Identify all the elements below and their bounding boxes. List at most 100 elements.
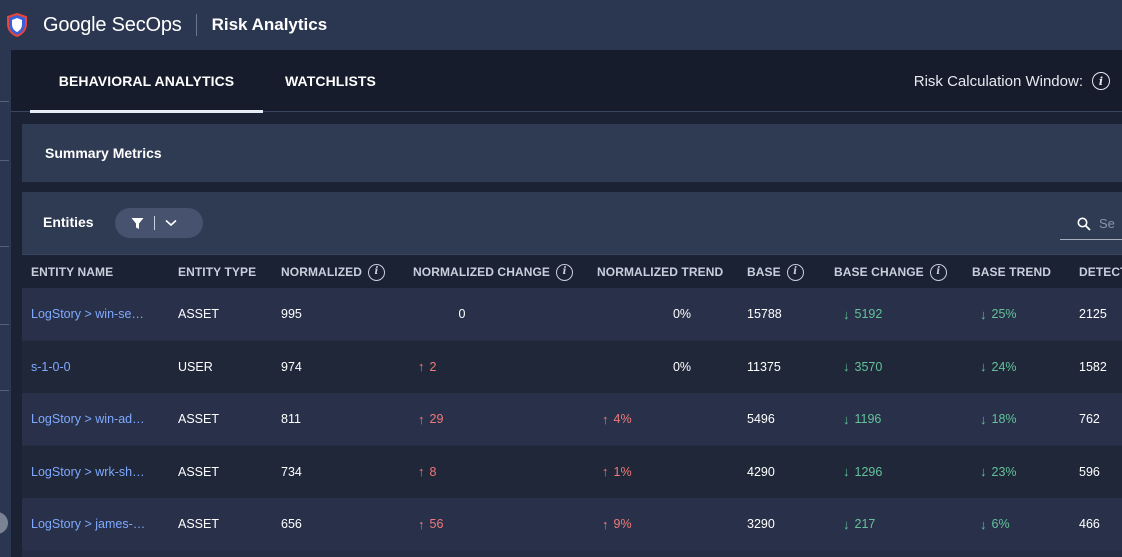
column-label: NORMALIZED CHANGE [413, 265, 551, 279]
table-row[interactable]: LogStory > win-se… ASSET 995 0 0% 15788 ↓ 5192 ↓… [22, 288, 1122, 340]
column-header-base-change[interactable]: BASE CHANGE i [834, 255, 947, 289]
summary-metrics-panel[interactable]: Summary Metrics [22, 124, 1122, 182]
top-bar: Google SecOps Risk Analytics [0, 0, 1122, 50]
base-change-cell: ↓ 3570 [843, 341, 882, 393]
cell-value: 0% [672, 307, 692, 321]
cell-value: 9% [613, 517, 632, 531]
cell-value: 18% [991, 412, 1017, 426]
cell-value: 656 [281, 517, 302, 531]
normalized-trend-cell: 0% [662, 288, 702, 340]
cell-value: 2 [429, 359, 437, 374]
risk-window-label: Risk Calculation Window: [913, 72, 1083, 90]
cell-value: 1196 [854, 412, 882, 426]
entity-type-cell: USER [178, 341, 213, 393]
arrow-up-icon: ↑ [602, 516, 609, 532]
normalized-trend-cell: ↑ 4% [602, 393, 632, 445]
cell-value: 1582 [1079, 359, 1107, 374]
info-icon[interactable]: i [1092, 72, 1110, 90]
normalized-change-cell: ↑ 2 [418, 341, 436, 393]
filter-button[interactable] [115, 208, 203, 238]
cell-value: 974 [281, 359, 302, 374]
left-nav-rail [0, 50, 11, 557]
detections-cell: 2125 [1079, 288, 1107, 340]
entity-name-link[interactable]: LogStory > win-se… [31, 288, 144, 340]
cell-value: 0% [672, 359, 692, 374]
entity-name-link[interactable]: LogStory > james-… [31, 498, 145, 550]
column-label: BASE [747, 265, 781, 279]
column-header-normalized-trend[interactable]: NORMALIZED TREND [597, 255, 723, 289]
cell-value: 466 [1079, 517, 1100, 531]
cell-value: 734 [281, 464, 302, 479]
column-header-base-trend[interactable]: BASE TREND [972, 255, 1051, 289]
cell-value: ASSET [178, 517, 219, 531]
risk-calculation-window[interactable]: Risk Calculation Window: i [914, 50, 1110, 112]
base-cell: 4290 [747, 446, 775, 498]
help-fab[interactable] [0, 512, 8, 534]
arrow-up-icon: ↑ [602, 464, 609, 479]
tab-label: WATCHLISTS [285, 73, 376, 89]
column-header-normalized-change[interactable]: NORMALIZED CHANGE i [413, 255, 574, 289]
table-row[interactable]: LogStory > james-… ASSET 656 ↑ 56 ↑ 9% 3290 ↓ 217… [22, 498, 1122, 550]
arrow-down-icon: ↓ [980, 516, 987, 532]
column-label: NORMALIZED TREND [597, 265, 724, 279]
cell-value: LogStory > win-se… [31, 307, 144, 321]
entity-name-link[interactable]: LogStory > wrk-sh… [31, 446, 145, 498]
cell-value: 23% [991, 464, 1017, 479]
normalized-change-cell: ↑ 29 [418, 393, 443, 445]
column-label: ENTITY TYPE [178, 265, 257, 279]
column-header-entity-type[interactable]: ENTITY TYPE [178, 255, 256, 289]
cell-value: 762 [1079, 412, 1100, 426]
search-input[interactable] [1099, 216, 1122, 231]
cell-value: 217 [854, 517, 876, 531]
column-header-base[interactable]: BASE i [747, 255, 804, 289]
cell-value: USER [178, 359, 213, 374]
detections-cell: 596 [1079, 446, 1100, 498]
table-row[interactable]: LogStory > win-ad… ASSET 811 ↑ 29 ↑ 4% 5496 ↓ 119… [22, 393, 1122, 445]
column-label: ENTITY NAME [31, 265, 114, 279]
cell-value: ASSET [178, 412, 219, 426]
base-trend-cell: ↓ 24% [980, 341, 1017, 393]
arrow-down-icon: ↓ [980, 411, 987, 427]
cell-value: 11375 [747, 359, 781, 374]
detections-cell: 466 [1079, 498, 1100, 550]
table-header: ENTITY NAME ENTITY TYPE NORMALIZED i NORM… [22, 254, 1122, 288]
cell-value: 0 [458, 307, 466, 321]
search-icon [1077, 217, 1091, 231]
cell-value: 995 [281, 307, 302, 321]
normalized-cell: 974 [281, 341, 302, 393]
info-icon[interactable]: i [556, 263, 574, 281]
arrow-down-icon: ↓ [980, 359, 987, 374]
arrow-down-icon: ↓ [843, 411, 850, 427]
arrow-down-icon: ↓ [843, 516, 850, 532]
column-header-normalized[interactable]: NORMALIZED i [281, 255, 385, 289]
entity-name-link[interactable]: s-1-0-0 [31, 341, 71, 393]
column-header-entity-name[interactable]: ENTITY NAME [31, 255, 113, 289]
info-icon[interactable]: i [786, 263, 804, 281]
tab-behavioral-analytics[interactable]: BEHAVIORAL ANALYTICS [30, 50, 263, 113]
cell-value: 15788 [747, 307, 782, 321]
column-header-detections[interactable]: DETECT [1079, 255, 1122, 289]
table-row[interactable]: s-1-0-0 USER 974 ↑ 2 0% 11375 ↓ 3570 ↓ 24% 1582 [22, 340, 1122, 393]
cell-value: 2125 [1079, 307, 1107, 321]
shield-icon[interactable] [7, 13, 29, 37]
cell-value: 1296 [854, 464, 883, 479]
cell-value: 5192 [854, 307, 883, 321]
entity-type-cell: ASSET [178, 393, 219, 445]
normalized-cell: 811 [281, 393, 301, 445]
info-icon[interactable]: i [929, 263, 947, 281]
tab-watchlists[interactable]: WATCHLISTS [263, 50, 398, 112]
brand-name[interactable]: Google SecOps [43, 13, 182, 36]
rail-divider [0, 246, 9, 247]
rail-divider [0, 160, 9, 161]
chevron-down-icon[interactable] [165, 219, 177, 227]
arrow-up-icon: ↑ [418, 411, 425, 427]
base-trend-cell: ↓ 25% [980, 288, 1017, 340]
arrow-up-icon: ↑ [602, 411, 609, 427]
arrow-down-icon: ↓ [843, 464, 850, 479]
cell-value: 5496 [747, 412, 775, 426]
table-row[interactable]: LogStory > wrk-sh… ASSET 734 ↑ 8 ↑ 1% 4290 ↓ 1296… [22, 445, 1122, 498]
info-icon[interactable]: i [368, 263, 385, 281]
search-box[interactable] [1060, 208, 1122, 240]
entity-name-link[interactable]: LogStory > win-ad… [31, 393, 145, 445]
normalized-cell: 656 [281, 498, 302, 550]
